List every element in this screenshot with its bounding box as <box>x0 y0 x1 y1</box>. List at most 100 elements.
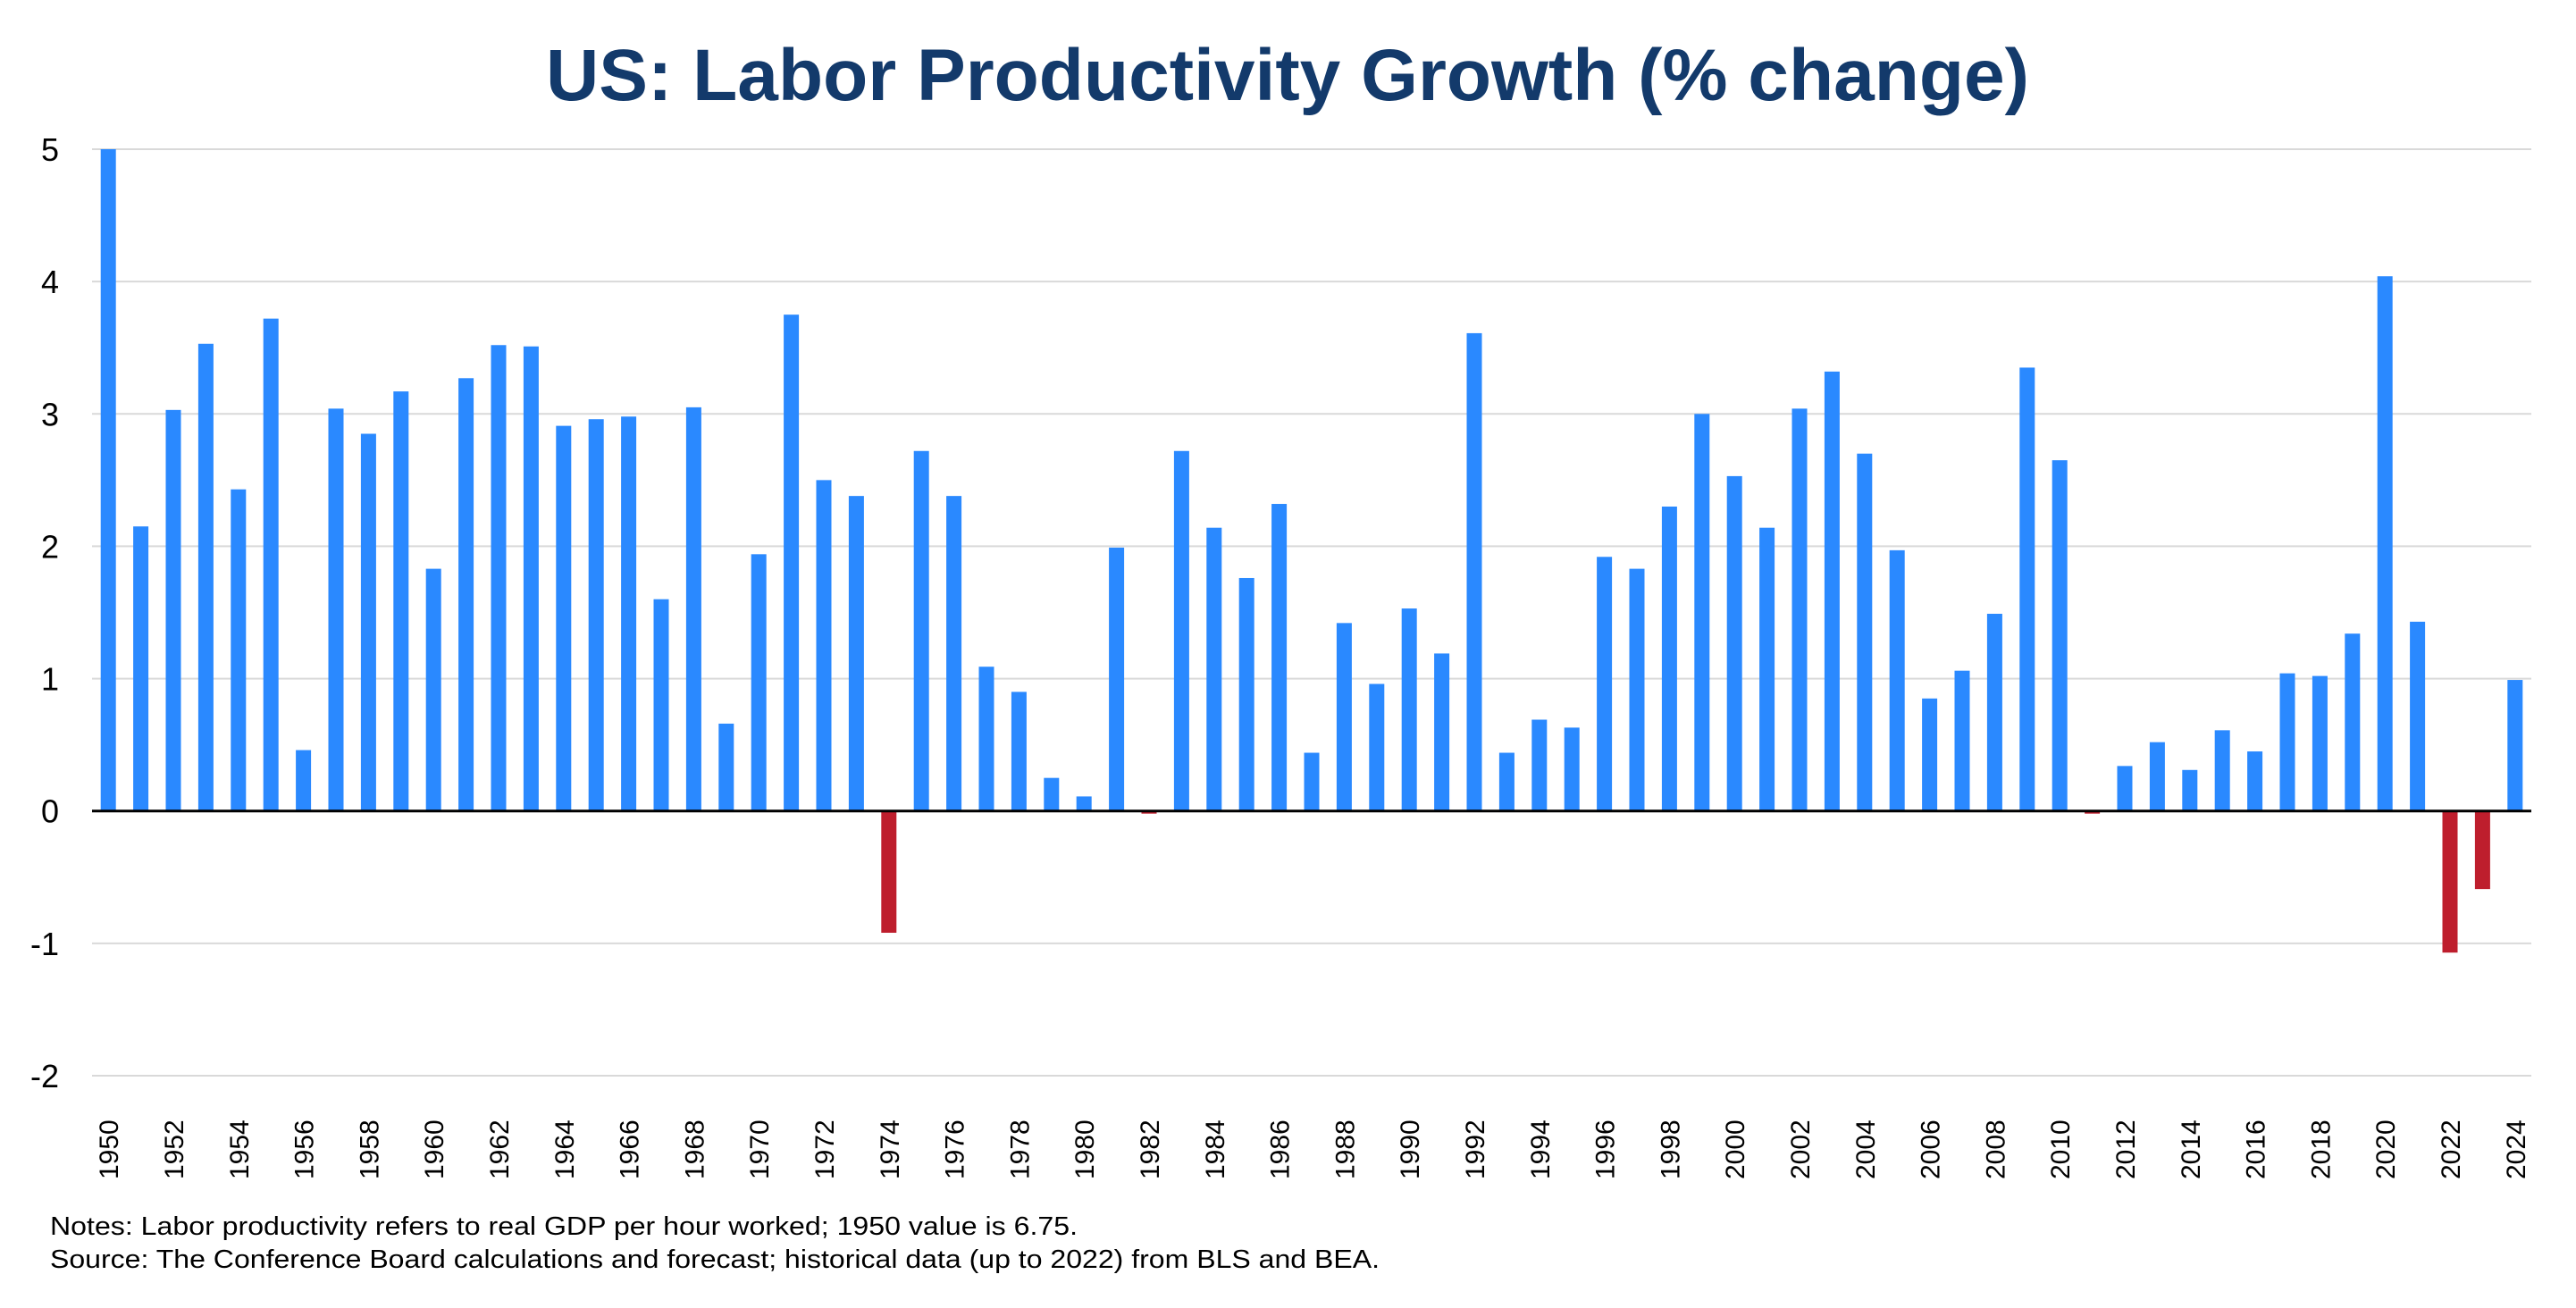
x-tick-label: 1970 <box>745 1119 775 1179</box>
bar-2007 <box>1954 670 1970 811</box>
bar-1977 <box>978 667 994 811</box>
bar-2023 <box>2474 810 2490 890</box>
bar-1979 <box>1044 777 1060 811</box>
bar-1963 <box>523 346 539 811</box>
x-tick-label: 1996 <box>1591 1119 1621 1179</box>
bar-2000 <box>1726 475 1742 811</box>
bar-1964 <box>556 425 572 811</box>
y-tick-label: -1 <box>30 926 59 962</box>
bar-1986 <box>1271 504 1288 811</box>
bar-2014 <box>2182 769 2198 811</box>
y-tick-label: 4 <box>41 264 59 300</box>
bar-1952 <box>165 409 181 811</box>
x-tick-label: 1964 <box>550 1119 580 1179</box>
bar-1996 <box>1597 557 1613 811</box>
bar-2004 <box>1857 453 1873 811</box>
bar-2010 <box>2052 460 2068 811</box>
x-tick-label: 1994 <box>1526 1119 1556 1179</box>
bar-1985 <box>1238 577 1254 811</box>
x-tick-label: 1960 <box>420 1119 449 1179</box>
bar-2024 <box>2507 680 2523 811</box>
x-tick-label: 1952 <box>160 1119 189 1179</box>
y-tick-label: 0 <box>41 793 59 830</box>
bar-1974 <box>881 810 897 934</box>
x-tick-label: 2006 <box>1917 1119 1946 1179</box>
x-tick-label: 2002 <box>1786 1119 1816 1179</box>
x-tick-label: 2024 <box>2502 1119 2531 1179</box>
bar-2019 <box>2345 633 2361 811</box>
bar-1998 <box>1661 506 1677 811</box>
bar-1954 <box>231 489 247 811</box>
x-tick-label: 1966 <box>616 1119 645 1179</box>
x-tick-label: 1988 <box>1330 1119 1360 1179</box>
bar-1968 <box>685 407 701 811</box>
bar-1981 <box>1109 547 1125 811</box>
bar-2006 <box>1922 698 1938 811</box>
bar-2016 <box>2247 751 2263 811</box>
x-tick-label: 1954 <box>225 1119 255 1179</box>
bar-2022 <box>2442 810 2458 953</box>
bar-1951 <box>133 526 149 811</box>
bar-1980 <box>1076 796 1092 811</box>
bar-1976 <box>946 496 962 811</box>
x-tick-label: 2008 <box>1981 1119 2010 1179</box>
bar-1990 <box>1401 608 1417 811</box>
bar-1999 <box>1694 414 1710 811</box>
bar-1975 <box>913 450 929 811</box>
bar-1973 <box>848 496 864 811</box>
x-axis-ticks: 1950 1952 1954 1956 1958 1960 1962 1964 1966 1968… <box>95 1119 2531 1179</box>
bar-1995 <box>1564 727 1580 811</box>
bar-1961 <box>458 378 474 811</box>
bar-2018 <box>2312 675 2328 811</box>
x-tick-label: 2014 <box>2177 1119 2206 1179</box>
bar-1989 <box>1369 683 1385 811</box>
bar-2021 <box>2410 621 2426 811</box>
x-tick-label: 1950 <box>95 1119 124 1179</box>
bar-1993 <box>1498 752 1515 811</box>
bar-2020 <box>2377 276 2393 811</box>
bar-2003 <box>1824 371 1840 811</box>
bar-1994 <box>1531 719 1548 811</box>
bar-1956 <box>296 750 312 811</box>
x-tick-label: 2004 <box>1851 1119 1881 1179</box>
x-tick-label: 1982 <box>1136 1119 1165 1179</box>
x-tick-label: 1976 <box>941 1119 970 1179</box>
x-tick-label: 2018 <box>2306 1119 2336 1179</box>
bar-1988 <box>1336 623 1352 811</box>
bar-2013 <box>2149 742 2165 811</box>
bar-2008 <box>1986 613 2002 811</box>
bar-1972 <box>816 480 832 811</box>
bar-1978 <box>1011 692 1027 811</box>
bar-1997 <box>1629 568 1645 811</box>
bar-1960 <box>425 568 441 811</box>
bar-2002 <box>1791 408 1808 811</box>
x-tick-label: 1980 <box>1070 1119 1100 1179</box>
x-tick-label: 1990 <box>1396 1119 1425 1179</box>
bar-1967 <box>653 599 669 811</box>
bar-1987 <box>1304 752 1320 811</box>
bar-2001 <box>1759 527 1775 811</box>
bars <box>100 149 2523 953</box>
x-tick-label: 2016 <box>2242 1119 2271 1179</box>
bar-1953 <box>197 343 214 811</box>
bar-2012 <box>2117 766 2133 811</box>
bar-2017 <box>2279 673 2295 811</box>
notes-line: Notes: Labor productivity refers to real… <box>50 1212 1078 1241</box>
x-tick-label: 1992 <box>1461 1119 1490 1179</box>
x-tick-label: 1958 <box>355 1119 384 1179</box>
bar-1983 <box>1173 450 1189 811</box>
bar-1958 <box>360 433 376 811</box>
x-tick-label: 1984 <box>1201 1119 1230 1179</box>
x-tick-label: 1978 <box>1005 1119 1035 1179</box>
x-tick-label: 2012 <box>2111 1119 2141 1179</box>
x-tick-label: 1972 <box>810 1119 840 1179</box>
bar-1966 <box>621 416 637 811</box>
bar-1957 <box>328 408 344 811</box>
bar-1970 <box>751 554 767 811</box>
bar-2009 <box>2019 367 2035 811</box>
y-tick-label: 5 <box>41 131 59 168</box>
bar-2015 <box>2214 730 2230 811</box>
x-tick-label: 1962 <box>485 1119 515 1179</box>
bar-2005 <box>1889 549 1905 811</box>
